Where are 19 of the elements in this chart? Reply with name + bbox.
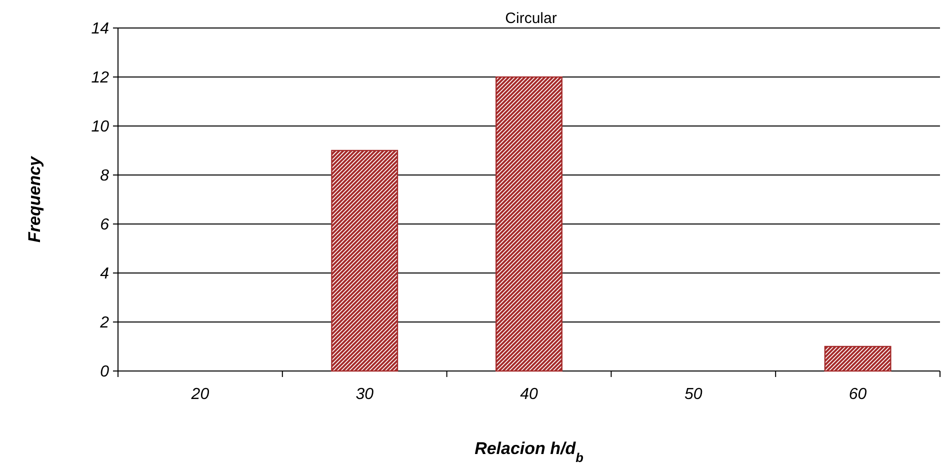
- y-tick-label: 12: [91, 70, 110, 87]
- x-tick-label: 30: [356, 386, 374, 403]
- y-tick-label: 6: [100, 216, 110, 234]
- y-tick-label: 0: [100, 364, 110, 381]
- y-tick-label: 14: [91, 20, 110, 38]
- y-axis-title: Frequency: [25, 154, 44, 242]
- x-tick-label: 40: [520, 386, 538, 403]
- y-tick-label: 4: [100, 266, 110, 283]
- y-tick-label: 8: [100, 168, 110, 185]
- chart-title: Circular: [505, 10, 557, 27]
- bar: [496, 76, 562, 372]
- x-tick-label: 50: [684, 386, 702, 403]
- bar: [824, 346, 892, 372]
- y-tick-label: 10: [91, 118, 110, 136]
- x-axis-title: Relacion h/d$_{b}$: [474, 439, 584, 464]
- x-tick-label: 20: [190, 386, 210, 403]
- x-tick-label: 60: [848, 386, 867, 403]
- y-tick-label: 2: [99, 314, 110, 332]
- bar: [331, 150, 398, 372]
